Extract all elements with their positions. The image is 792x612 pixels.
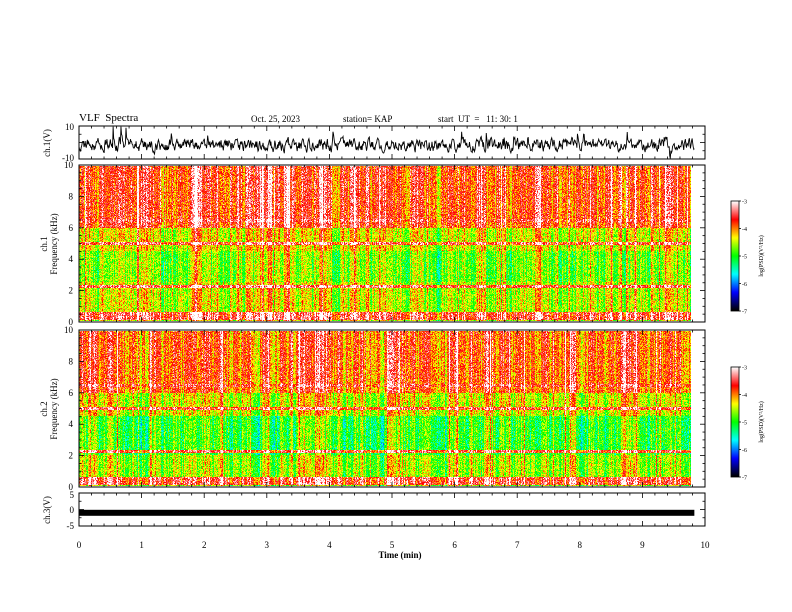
ch2-colorbar-label: log(PSD)(V²/Hz): [758, 401, 765, 442]
x-tick-label-3: 3: [265, 540, 270, 550]
start-time-label: start UT = 11: 30: 1: [438, 114, 518, 124]
ch1-spectrogram-ylabel-2: Frequency (kHz): [49, 213, 59, 274]
axis-tick-labels: 0 1 2 3 4 5 6 7 8 9 1002468100246810-3-4-5-6-7-3-4…: [64, 160, 747, 550]
x-tick-label-1: 1: [139, 540, 144, 550]
ch2-spectrogram-heatmap: [79, 331, 691, 486]
ch2-spectrogram-frame: [78, 329, 706, 488]
ch2-spectrogram-ylabel-1: ch.2: [39, 401, 49, 416]
ch1-ytick-bottom: -10: [62, 153, 74, 163]
x-tick-label-4: 4: [327, 540, 332, 550]
x-axis-label: Time (min): [378, 550, 421, 560]
date-label: Oct. 25, 2023: [251, 114, 300, 124]
spec2-ytick-label-6: 6: [69, 388, 74, 398]
x-tick-label-8: 8: [578, 540, 583, 550]
ch2-colorbar: [731, 367, 739, 477]
ch1-spectrogram-ylabel-1: ch.1: [39, 236, 49, 251]
ch2-colorbar-frame: [730, 366, 740, 478]
ch1-ytick-top: 10: [65, 122, 75, 132]
ch3-ytick-bottom: -5: [67, 521, 75, 531]
ch1-colorbar-label: log(PSD)(V²/Hz): [758, 235, 765, 276]
x-tick-label-9: 9: [640, 540, 645, 550]
spec2-ytick-label-0: 0: [69, 482, 74, 492]
colorbar1-tick--3: -3: [742, 200, 747, 206]
x-tick-label-6: 6: [452, 540, 457, 550]
spec1-ytick-label-0: 0: [69, 317, 74, 327]
colorbar2-tick--3: -3: [742, 366, 747, 372]
colorbar2-tick--4: -4: [742, 393, 747, 399]
colorbar1-tick--4: -4: [742, 227, 747, 233]
ch3-waveform-ylabel: ch.3(V): [42, 496, 52, 524]
spec2-ytick-label-8: 8: [69, 356, 74, 366]
spec2-ytick-label-10: 10: [64, 325, 74, 335]
colorbar1-tick--6: -6: [742, 282, 747, 288]
spec1-ytick-label-6: 6: [69, 223, 74, 233]
x-tick-label-7: 7: [515, 540, 520, 550]
ch3-waveform-line: [79, 509, 695, 516]
ch1-spectrogram-heatmap: [79, 166, 691, 321]
x-tick-label-10: 10: [701, 540, 711, 550]
page-title: VLF Spectra: [79, 112, 139, 124]
colorbar2-tick--7: -7: [742, 476, 747, 482]
ch3-ytick-mid: 0: [70, 505, 75, 515]
spec2-ytick-label-4: 4: [69, 419, 74, 429]
colorbar1-tick--5: -5: [742, 255, 747, 261]
colorbar2-tick--5: -5: [742, 421, 747, 427]
x-tick-label-2: 2: [202, 540, 207, 550]
axis-ticks: [78, 125, 741, 527]
ch1-colorbar-frame: [730, 200, 740, 312]
colorbar1-tick--7: -7: [742, 310, 747, 316]
spec1-ytick-label-2: 2: [69, 286, 74, 296]
ch2-spectrogram-ylabel-2: Frequency (kHz): [49, 378, 59, 439]
station-label: station= KAP: [343, 114, 393, 124]
colorbar2-tick--6: -6: [742, 448, 747, 454]
ch1-waveform-ylabel: ch.1(V): [42, 129, 52, 157]
ch1-colorbar: [731, 201, 739, 311]
x-tick-label-0: 0: [77, 540, 82, 550]
x-tick-label-5: 5: [390, 540, 395, 550]
ch1-waveform-line: [78, 126, 695, 159]
ch3-ytick-top: 5: [70, 490, 75, 500]
spec1-ytick-label-8: 8: [69, 191, 74, 201]
ch1-spectrogram-frame: [78, 164, 706, 323]
spec1-ytick-label-4: 4: [69, 254, 74, 264]
spec2-ytick-label-2: 2: [69, 451, 74, 461]
spec1-ytick-label-10: 10: [64, 160, 74, 170]
